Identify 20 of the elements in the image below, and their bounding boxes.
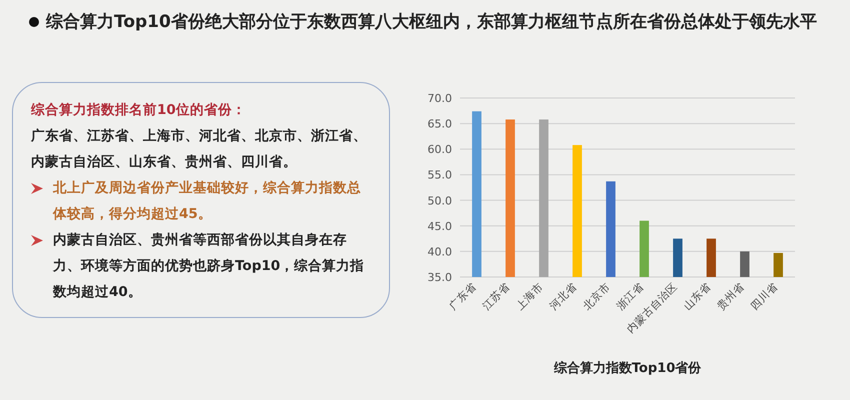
y-tick-label: 50.0 xyxy=(428,194,452,208)
y-tick-label: 55.0 xyxy=(428,168,452,182)
y-tick-label: 60.0 xyxy=(428,143,452,156)
text: 广东省、江苏省、上海市、河北省、北京市、浙江省、内蒙古自治区、山东省、贵州省、四川省。 xyxy=(31,127,368,172)
x-tick-label: 贵州省 xyxy=(714,280,747,312)
x-tick-label: 上海市 xyxy=(513,280,546,312)
x-tick-label: 山东省 xyxy=(680,280,714,312)
x-axis-title: 综合算力指数Top10省份 xyxy=(552,360,702,376)
x-tick-label: 北京市 xyxy=(580,280,613,312)
y-tick-label: 65.0 xyxy=(428,118,452,131)
text: 内蒙古自治区、贵州省等西部省份以其自身在存力、环境等方面的优势也跻身Top10，综合算力指数均超过40。 xyxy=(52,231,366,302)
text: 北上广及周边省份产业基础较好，综合算力指数总体较高，得分均超过45。 xyxy=(52,179,362,224)
y-tick-label: 40.0 xyxy=(428,245,452,258)
x-tick-label: 河北省 xyxy=(546,280,580,312)
x-tick-label: 江苏省 xyxy=(480,280,512,312)
y-tick-label: 45.0 xyxy=(428,220,452,233)
chart-title: 综合算力Top10省份绝大部分位于东数西算八大枢纽内，东部算力枢纽节点所在省份总体处于领先水平 xyxy=(44,11,818,34)
y-tick-label: 70.0 xyxy=(428,92,452,105)
x-tick-label: 四川省 xyxy=(748,280,780,312)
text: 综合算力指数排名前10位的省份： xyxy=(31,101,247,120)
